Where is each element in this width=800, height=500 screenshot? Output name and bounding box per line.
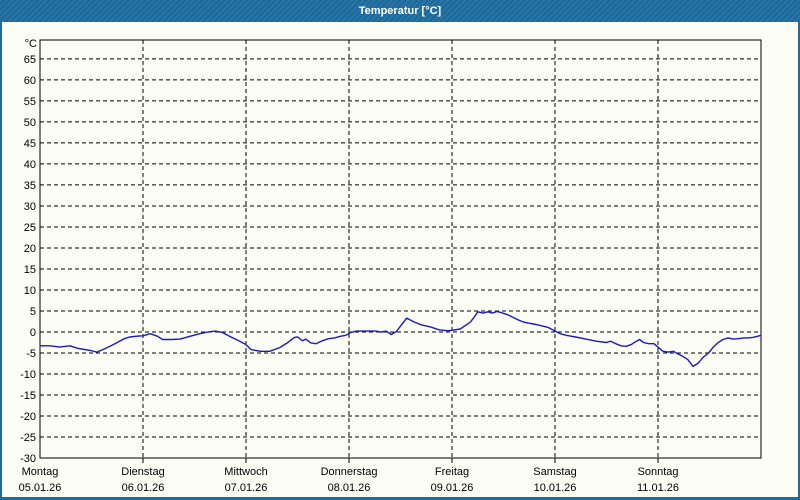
title-bar: Temperatur [°C]: [0, 0, 800, 22]
window-title: Temperatur [°C]: [358, 5, 442, 17]
chart-area: [2, 22, 798, 497]
